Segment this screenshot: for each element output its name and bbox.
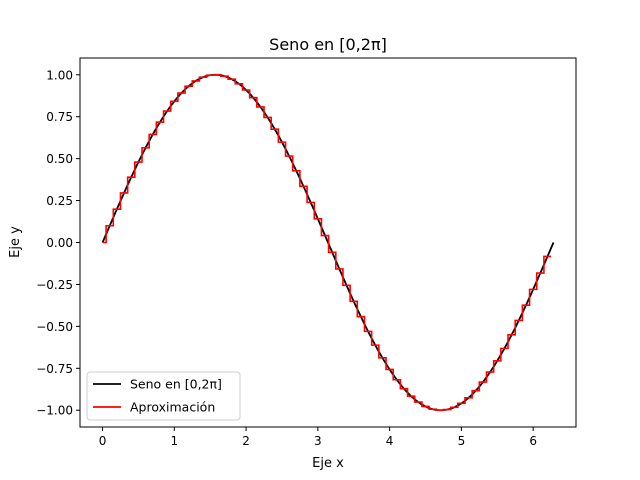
x-tick-label: 5 — [458, 434, 466, 448]
y-tick-label: −0.25 — [36, 278, 73, 292]
x-axis-ticks: 0 1 2 3 4 5 6 — [99, 427, 537, 448]
y-tick-label: 1.00 — [46, 68, 73, 82]
x-tick-label: 1 — [170, 434, 178, 448]
x-tick-label: 4 — [386, 434, 394, 448]
x-axis-label: Eje x — [312, 456, 344, 471]
legend: Seno en [0,2π] Aproximación — [86, 371, 241, 421]
y-tick-label: −0.75 — [36, 362, 73, 376]
y-tick-label: 0.25 — [46, 194, 73, 208]
x-tick-label: 2 — [242, 434, 250, 448]
y-axis-ticks: −1.00 −0.75 −0.50 −0.25 0.00 0.25 0.50 0.75 1.00 — [36, 68, 80, 418]
legend-label-aproximacion: Aproximación — [130, 400, 215, 415]
y-tick-label: −1.00 — [36, 404, 73, 418]
x-tick-label: 0 — [99, 434, 107, 448]
legend-box — [86, 371, 241, 421]
legend-label-seno: Seno en [0,2π] — [130, 377, 222, 392]
y-tick-label: 0.75 — [46, 110, 73, 124]
series-line-aproximacion — [102, 74, 552, 412]
y-tick-label: 0.00 — [46, 236, 73, 250]
x-tick-label: 3 — [314, 434, 322, 448]
y-tick-label: −0.50 — [36, 320, 73, 334]
y-tick-label: 0.50 — [46, 152, 73, 166]
chart-title: Seno en [0,2π] — [269, 35, 387, 54]
y-axis-label: Eje y — [8, 226, 23, 258]
plot-area — [101, 73, 555, 412]
series-layer — [101, 73, 555, 412]
x-tick-label: 6 — [529, 434, 537, 448]
